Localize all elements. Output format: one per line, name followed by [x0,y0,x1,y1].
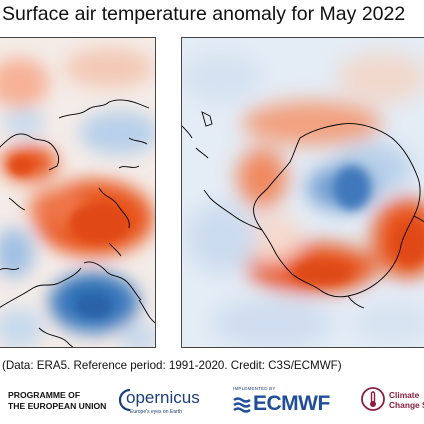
map-panel-north [0,37,156,348]
eu-programme-logo: PROGRAMME OF THE EUROPEAN UNION [8,390,106,412]
ecmwf-implemented-by: IMPLEMENTED BY [233,386,276,391]
north-anomaly-map [0,38,155,347]
c3s-logo-line1: Climate [389,390,420,400]
north-coastlines [0,99,155,347]
north-anomaly-detail [9,157,129,318]
copernicus-logo-text: opernicus [126,388,200,407]
ecmwf-waves-icon [233,397,251,413]
map-title: Surface air temperature anomaly for May … [2,3,406,25]
copernicus-logo-subtext: Europe's eyes on Earth [130,409,182,415]
copernicus-logo: opernicus Europe's eyes on Earth [118,384,218,418]
c3s-logo-line2: Change S [389,400,424,410]
eu-logo-line1: PROGRAMME OF [8,390,81,400]
ecmwf-logo-text: ECMWF [253,392,330,415]
south-anomaly-map [182,38,424,347]
south-coastlines [182,111,424,309]
eu-logo-line2: THE EUROPEAN UNION [8,401,107,411]
data-credit: (Data: ERA5. Reference period: 1991-2020… [2,359,342,372]
copernicus-ring-icon [118,388,131,412]
south-anomaly-detail [292,166,424,285]
c3s-thermometer-icon [361,387,385,411]
c3s-logo: Climate Change S [360,386,424,416]
ecmwf-logo: IMPLEMENTED BY ECMWF [233,386,343,416]
map-panel-south [181,37,424,348]
